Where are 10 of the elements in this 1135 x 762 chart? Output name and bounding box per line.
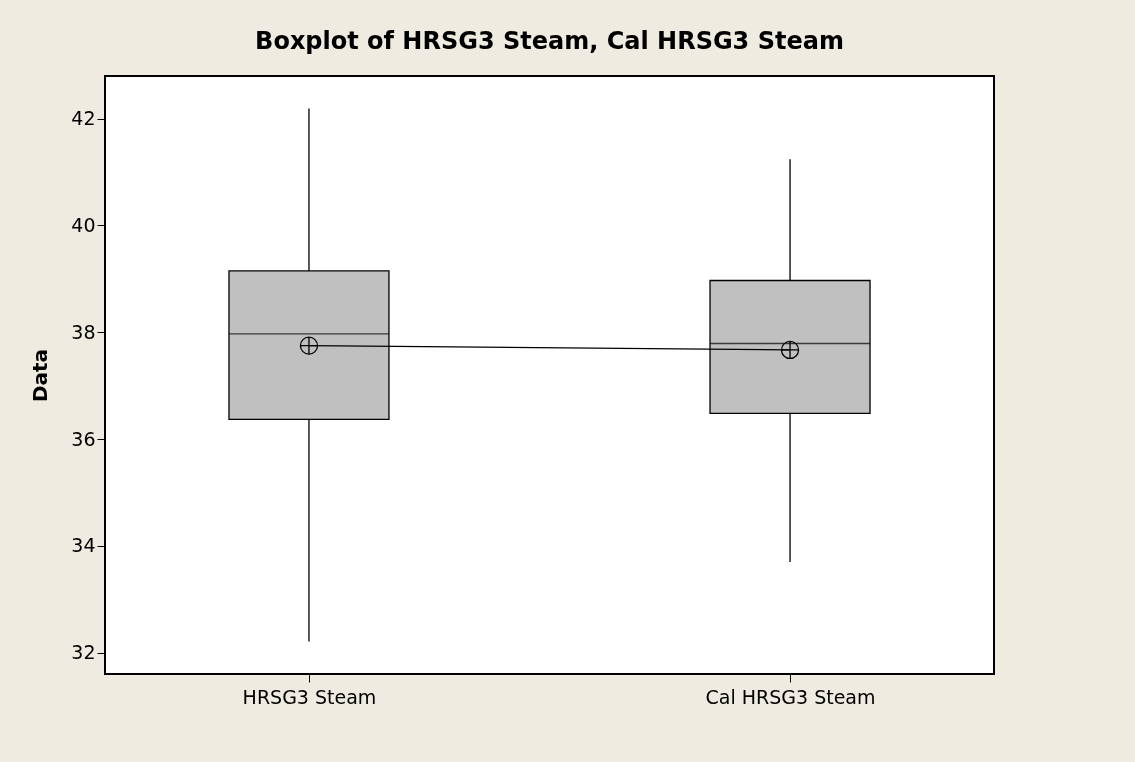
y-axis-title: Data xyxy=(28,348,53,403)
y-tick-label: 36 xyxy=(71,427,96,450)
x-tick-label: HRSG3 Steam xyxy=(242,685,377,708)
y-tick-label: 42 xyxy=(71,107,96,130)
y-tick-label: 32 xyxy=(71,641,96,664)
y-tick-label: 34 xyxy=(71,534,96,557)
y-tick-label: 40 xyxy=(71,214,96,236)
chart-title: Boxplot of HRSG3 Steam, Cal HRSG3 Steam xyxy=(255,27,844,55)
y-tick-label: 38 xyxy=(71,320,96,343)
x-tick-label: Cal HRSG3 Steam xyxy=(705,685,876,708)
